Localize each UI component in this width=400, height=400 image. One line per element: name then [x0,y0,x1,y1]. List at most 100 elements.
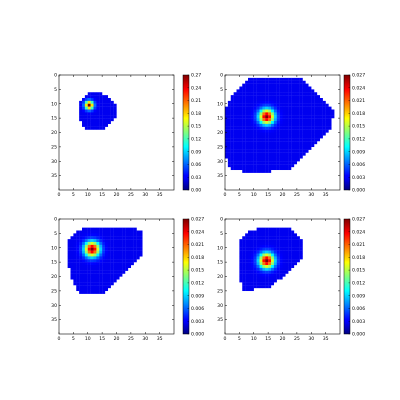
heatmap-cell [265,132,269,136]
heatmap-cell [82,100,86,104]
heatmap-cell [139,250,143,254]
heatmap-cell [93,239,97,243]
heatmap-cell [250,242,254,246]
heatmap-cell [90,112,94,116]
heatmap-cell [70,239,74,243]
heatmap-cell [242,164,246,168]
heatmap-cell [99,256,103,260]
heatmap-cell [242,123,246,127]
x-tick-label: 15 [265,336,271,342]
heatmap-cell [291,152,295,156]
heatmap-cell [262,282,266,286]
heatmap-cell [296,146,300,150]
heatmap-cell [299,123,303,127]
heatmap-cell [311,129,315,133]
heatmap-cell [259,89,263,93]
heatmap-cell [271,155,275,159]
heatmap-cell [291,236,295,240]
heatmap-cell [99,262,103,266]
heatmap-cell [84,259,88,263]
heatmap-cell [291,141,295,145]
heatmap-cell [90,98,94,102]
heatmap-cell [133,256,137,260]
heatmap-cell [245,138,249,142]
heatmap-cell [265,262,269,266]
heatmap-cell [296,132,300,136]
heatmap-cell [253,83,257,87]
heatmap-cell [291,126,295,130]
heatmap-cell [271,164,275,168]
heatmap-cell [279,233,283,237]
heatmap-cell [99,290,103,294]
heatmap-cell [262,112,266,116]
heatmap-cell [305,115,309,119]
heatmap-cell [279,242,283,246]
heatmap-cell [314,115,318,119]
heatmap-cell [308,112,312,116]
heatmap-cell [282,80,286,84]
heatmap-panel-3: 0 5 10 15 20 25 30 35051015202530350.0000.0030.… [51,217,204,342]
heatmap-cell [107,242,111,246]
heatmap-cell [96,236,100,240]
heatmap-cell [279,100,283,104]
heatmap-cell [288,112,292,116]
heatmap-cell [291,161,295,165]
heatmap-cell [90,239,94,243]
heatmap-cell [107,250,111,254]
colorbar-tick-label: 0.021 [352,242,365,248]
heatmap-cell [76,244,80,248]
heatmap-cell [225,112,229,116]
heatmap-cell [233,118,237,122]
heatmap-cell [305,132,309,136]
heatmap-cell [102,233,106,237]
y-tick-label: 15 [217,116,223,122]
heatmap-cell [248,80,252,84]
heatmap-cell [250,273,254,277]
heatmap-cell [99,227,103,231]
heatmap-cell [125,236,129,240]
heatmap-cell [225,155,229,159]
heatmap-cell [285,161,289,165]
heatmap-cell [236,95,240,99]
y-tick-label: 10 [217,101,223,107]
heatmap-cell [256,276,260,280]
heatmap-cell [282,242,286,246]
heatmap-cell [230,123,234,127]
heatmap-cell [291,253,295,257]
heatmap-cell [116,276,120,280]
heatmap-cell [236,115,240,119]
heatmap-cell [262,118,266,122]
heatmap-cell [107,230,111,234]
heatmap-cell [253,89,257,93]
heatmap-cell [113,115,117,119]
heatmap-cell [282,259,286,263]
heatmap-cell [265,239,269,243]
heatmap-cell [96,106,100,110]
heatmap-cell [305,86,309,90]
x-tick-label: 30 [142,336,148,342]
heatmap-cell [253,98,257,102]
heatmap-cell [99,259,103,263]
heatmap-cell [273,155,277,159]
heatmap-cell [299,247,303,251]
heatmap-cell [285,132,289,136]
heatmap-cell [90,230,94,234]
heatmap-cell [288,83,292,87]
heatmap-cell [262,98,266,102]
heatmap-cell [259,230,263,234]
heatmap-cell [93,112,97,116]
heatmap-cell [116,227,120,231]
heatmap-cell [105,230,109,234]
heatmap-cell [239,132,243,136]
heatmap-cell [262,121,266,125]
heatmap-cell [256,227,260,231]
heatmap-cell [250,256,254,260]
heatmap-cell [90,273,94,277]
heatmap-cell [273,233,277,237]
heatmap-cell [291,95,295,99]
colorbar-tick-label: 0.009 [191,293,204,299]
heatmap-cell [279,89,283,93]
colorbar-tick-label: 0.15 [191,124,201,130]
heatmap-cell [276,132,280,136]
heatmap-cell [299,106,303,110]
